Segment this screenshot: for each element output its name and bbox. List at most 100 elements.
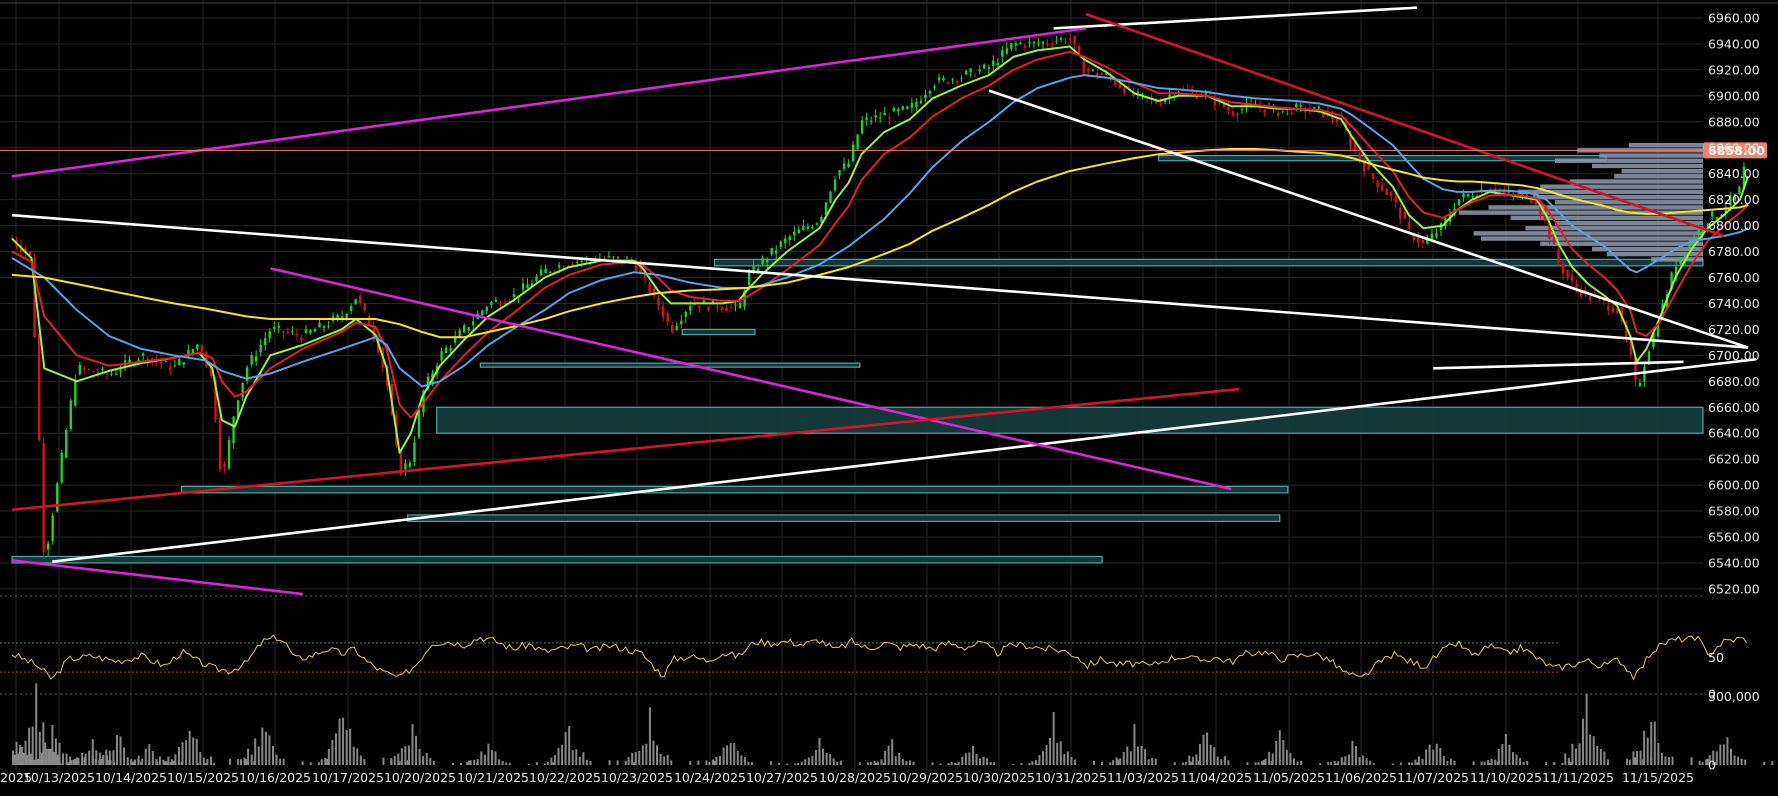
candle-down: [1159, 103, 1162, 106]
candle-up: [612, 256, 615, 258]
candle-down: [1625, 324, 1628, 340]
volume-bar: [88, 750, 91, 765]
price-tick-label: 6880.00: [1708, 114, 1760, 129]
price-axis[interactable]: 6960.00 6940.00 6920.00 6900.00 6880.00 6860.…: [1708, 11, 1760, 597]
candle-up: [1426, 239, 1429, 244]
candle-down: [1362, 161, 1366, 172]
candle-up: [906, 106, 909, 110]
volume-bar: [487, 743, 490, 765]
candle-down: [1340, 117, 1343, 119]
time-tick-label: 10/29/2025: [891, 770, 963, 785]
candle-up: [824, 202, 828, 215]
volume-bar: [1589, 734, 1592, 765]
volume-profile-bar: [1592, 163, 1703, 169]
volume-bar: [705, 760, 708, 765]
trendline[interactable]: [11, 559, 303, 596]
price-tick-label: 6920.00: [1708, 62, 1760, 77]
volume-bar: [632, 762, 635, 765]
trendline[interactable]: [1085, 12, 1725, 238]
volume-bar: [1439, 748, 1442, 765]
price-tick-label: 6760.00: [1708, 270, 1760, 285]
volume-bar: [571, 750, 574, 765]
candle-down: [33, 258, 36, 338]
volume-bar: [1195, 754, 1198, 765]
volume-bar: [468, 760, 471, 765]
candle-up: [417, 409, 421, 438]
volume-bar: [968, 752, 971, 765]
trendline[interactable]: [1433, 360, 1684, 370]
candle-up: [291, 331, 294, 333]
candle-down: [1475, 195, 1479, 197]
candle-up: [1281, 110, 1284, 112]
trendline[interactable]: [11, 387, 1240, 512]
volume-bar: [98, 752, 101, 765]
volume-bar: [689, 761, 692, 765]
volume-bar: [561, 744, 564, 765]
volume-bar: [325, 758, 328, 765]
volume-bar: [404, 746, 407, 765]
volume-bar: [24, 740, 27, 765]
volume-bar: [31, 726, 34, 765]
volume-bar: [1501, 744, 1504, 765]
volume-bar: [1319, 763, 1322, 765]
candle-down: [503, 302, 507, 305]
volume-bar: [982, 756, 985, 765]
volume-bar: [1275, 740, 1278, 765]
volume-bar: [575, 749, 578, 765]
candle-up: [797, 229, 801, 234]
candle-up: [847, 163, 850, 167]
candle-down: [1534, 201, 1538, 205]
volume-profile-bar: [1606, 251, 1703, 257]
candle-up: [69, 400, 72, 430]
zone-rect: [713, 258, 1704, 267]
candle-down: [209, 363, 213, 377]
volume-bar: [363, 759, 366, 765]
candle-up: [458, 330, 461, 338]
candle-down: [1114, 80, 1117, 86]
candle-up: [752, 265, 755, 273]
candle-up: [1688, 241, 1691, 249]
volume-bar: [1117, 759, 1120, 765]
volume-bar: [480, 751, 483, 765]
volume-bar: [1355, 746, 1358, 765]
candle-down: [1570, 275, 1574, 282]
trendlines[interactable]: [11, 6, 1757, 596]
volume-bar: [134, 760, 137, 765]
trendline[interactable]: [11, 27, 1087, 178]
volume-profile-bar: [1540, 184, 1703, 189]
candle-up: [1014, 43, 1018, 46]
volume-bar: [1073, 759, 1076, 765]
trendline[interactable]: [11, 213, 1749, 349]
trendline[interactable]: [988, 89, 1749, 349]
time-tick-label: 10/27/2025: [746, 770, 818, 785]
candle-up: [1457, 199, 1461, 205]
volume-bar: [800, 761, 803, 765]
trendline[interactable]: [270, 267, 1232, 491]
volume-bar: [1227, 760, 1230, 765]
volume-bar: [51, 725, 54, 765]
candle-down: [1390, 192, 1393, 197]
candle-down: [707, 307, 710, 310]
volume-bar: [1358, 757, 1361, 765]
volume-bar: [54, 738, 57, 765]
candle-up: [1643, 366, 1646, 382]
candle-down: [508, 301, 511, 303]
volume-bar: [950, 761, 953, 765]
candle-up: [775, 250, 778, 254]
volume-bar: [1730, 748, 1733, 765]
candle-up: [865, 117, 868, 121]
volume-bar: [11, 750, 14, 765]
price-tick-label: 6800.00: [1708, 218, 1760, 233]
trendline[interactable]: [52, 357, 1757, 563]
volume-bar: [73, 759, 76, 765]
candle-up: [327, 325, 330, 327]
volume-bar: [459, 762, 462, 765]
volume-bar: [155, 758, 158, 765]
volume-bar: [1639, 750, 1642, 765]
volume-bar: [825, 753, 828, 765]
volume-bar: [715, 756, 718, 765]
candle-up: [354, 299, 357, 305]
candle-down: [1335, 118, 1339, 123]
